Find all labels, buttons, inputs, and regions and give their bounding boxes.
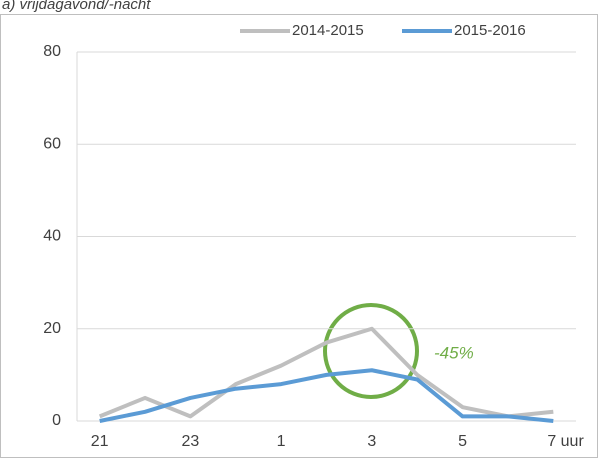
x-tick-label: 7 uur <box>547 433 584 450</box>
x-tick-label: 5 <box>458 433 467 450</box>
y-tick-label: 0 <box>52 412 61 429</box>
y-tick-label: 60 <box>43 135 61 152</box>
series-line <box>98 326 554 419</box>
highlight-circle <box>323 303 419 399</box>
series-line <box>99 368 554 423</box>
annotation: -45% <box>434 343 474 362</box>
x-tick-label: 3 <box>367 433 376 450</box>
y-tick-label: 40 <box>43 228 61 245</box>
y-tick-label: 20 <box>43 320 61 337</box>
legend-label: 2015-2016 <box>454 22 526 39</box>
x-tick-label: 1 <box>277 433 286 450</box>
y-tick-label: 80 <box>43 43 61 60</box>
x-tick-label: 21 <box>91 433 109 450</box>
chart-title: a) vrijdagavond/-nacht <box>2 0 151 13</box>
legend-label: 2014-2015 <box>292 22 364 39</box>
x-tick-label: 23 <box>182 433 200 450</box>
